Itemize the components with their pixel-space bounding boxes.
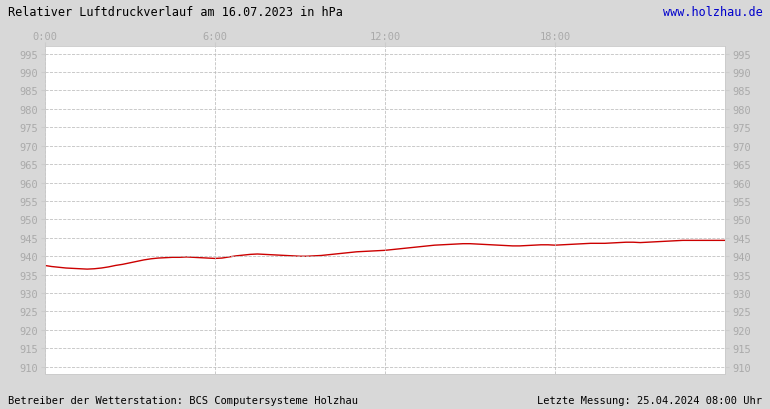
Text: Betreiber der Wetterstation: BCS Computersysteme Holzhau: Betreiber der Wetterstation: BCS Compute…	[8, 395, 358, 405]
Text: Relativer Luftdruckverlauf am 16.07.2023 in hPa: Relativer Luftdruckverlauf am 16.07.2023…	[8, 6, 343, 19]
Text: Letzte Messung: 25.04.2024 08:00 Uhr: Letzte Messung: 25.04.2024 08:00 Uhr	[537, 395, 762, 405]
Text: www.holzhau.de: www.holzhau.de	[662, 6, 762, 19]
